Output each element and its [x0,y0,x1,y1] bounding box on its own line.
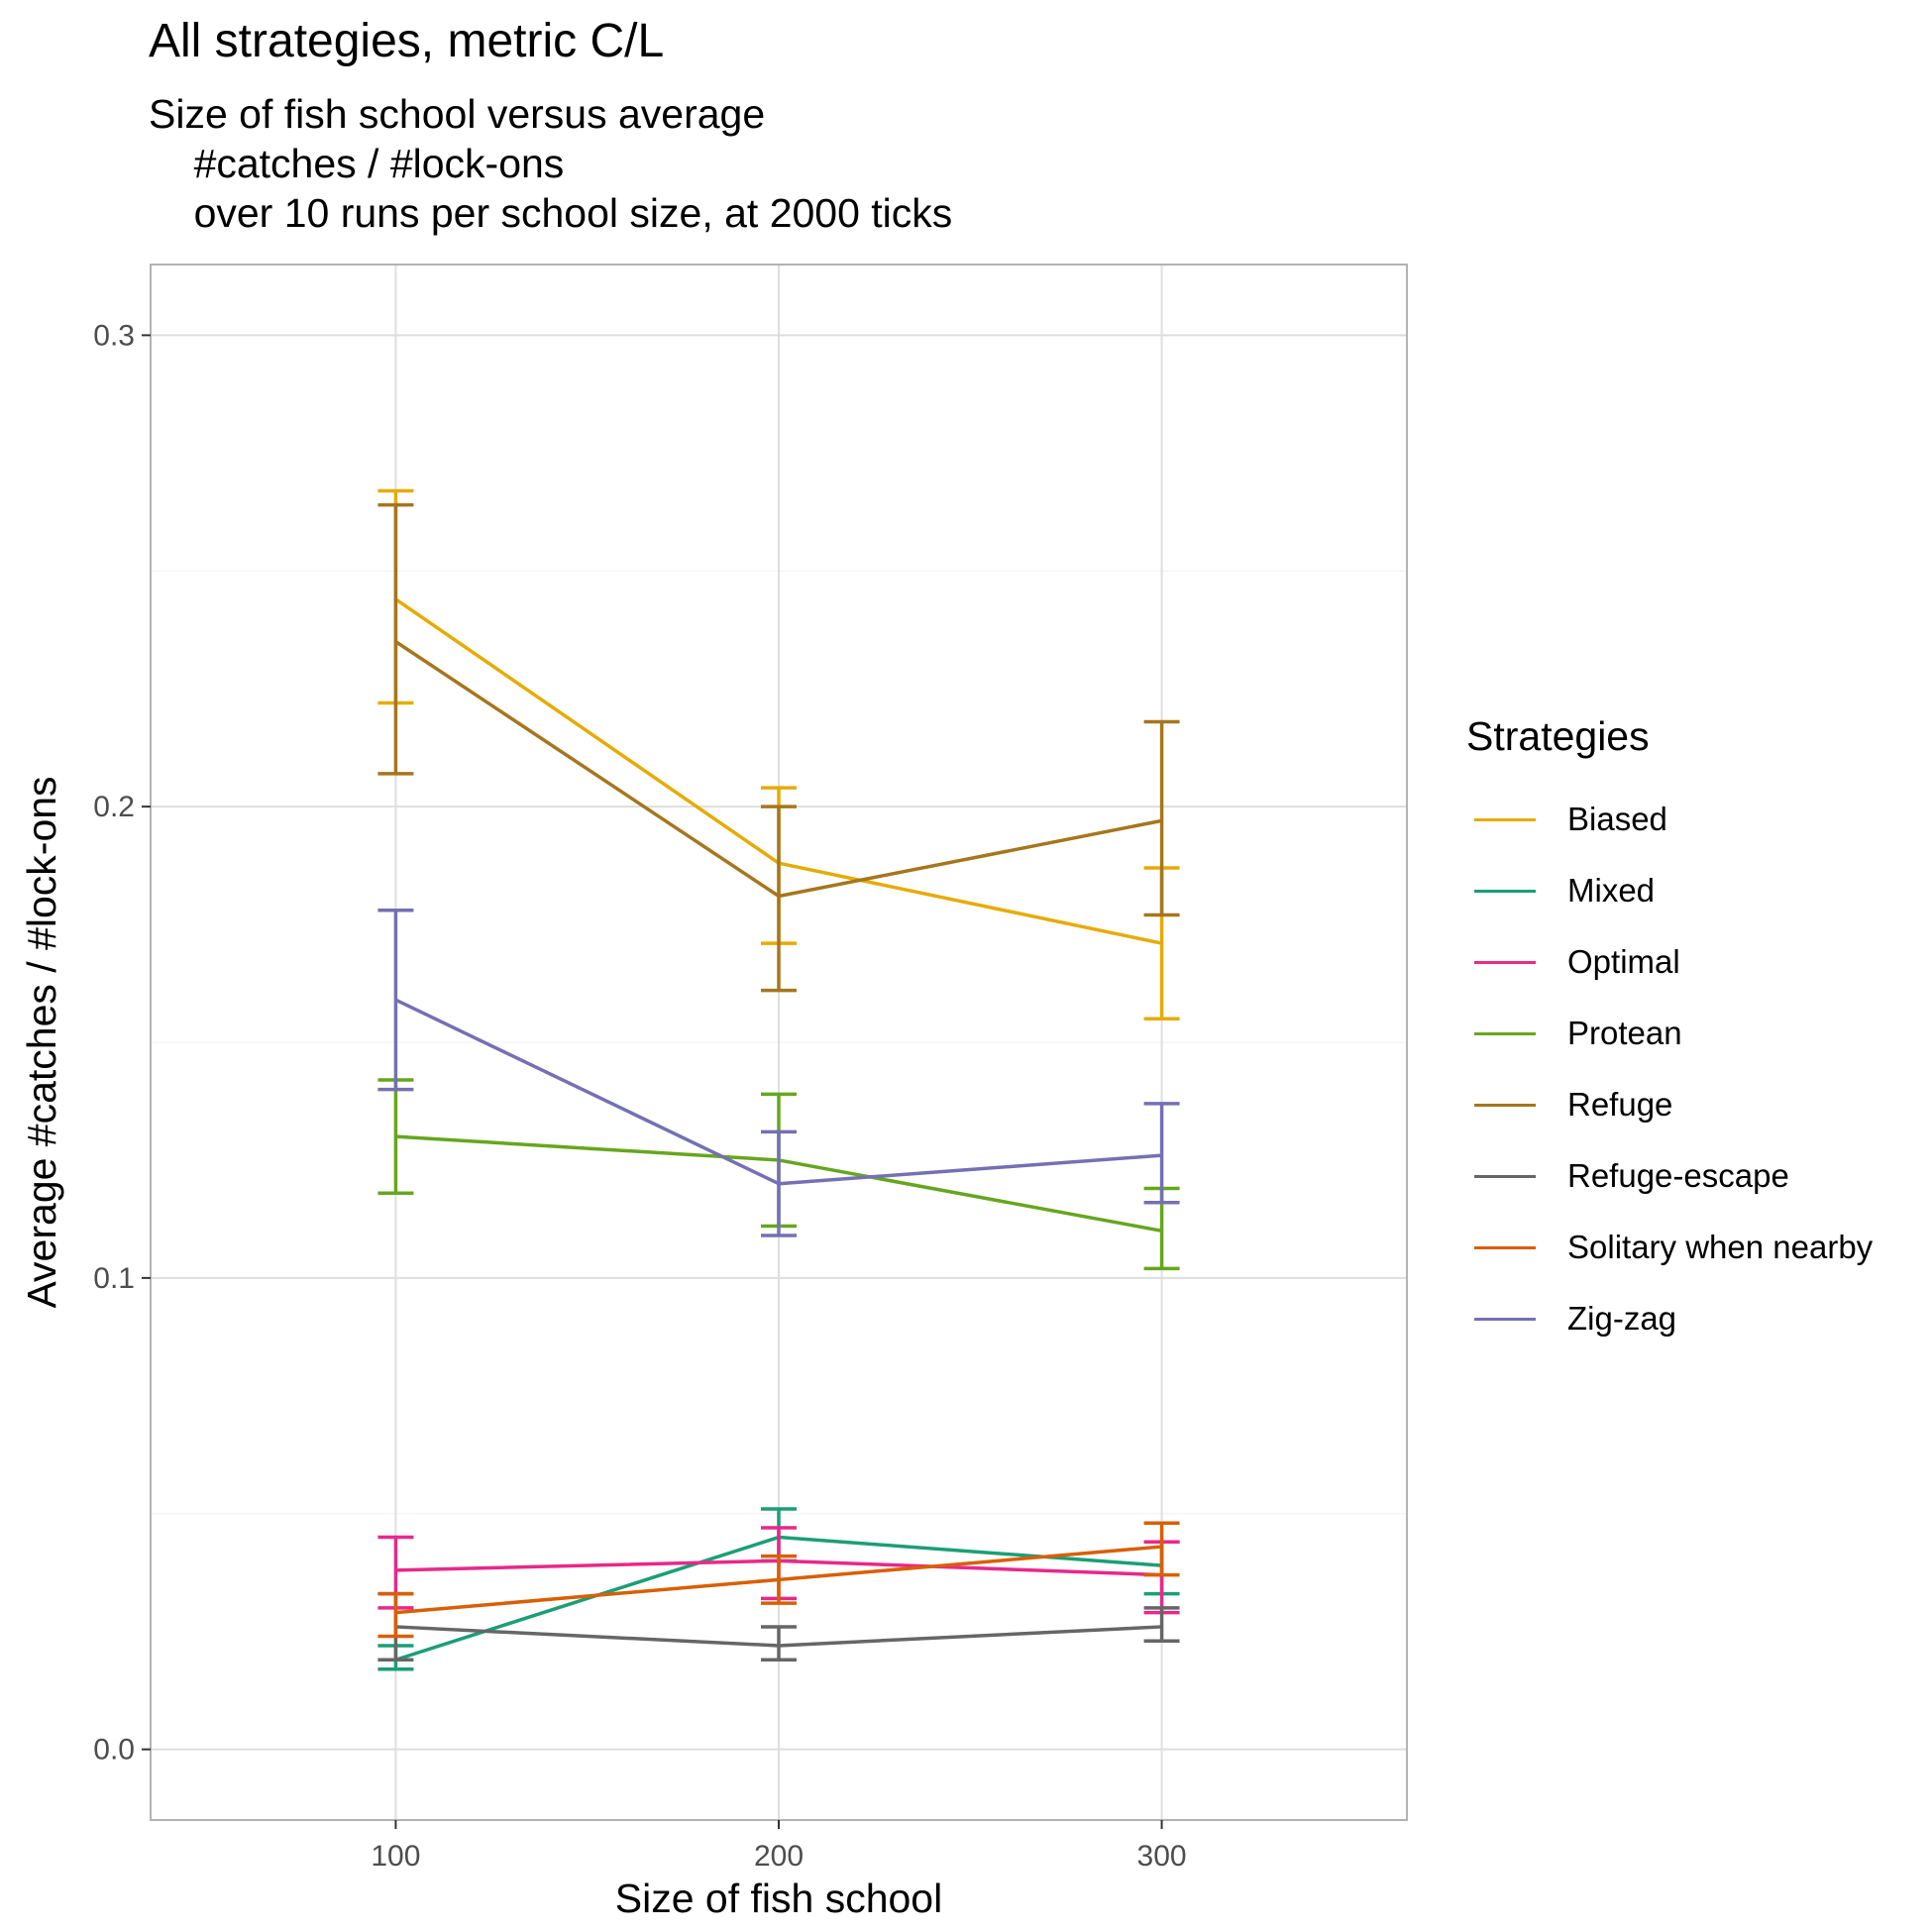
legend-label: Refuge-escape [1567,1157,1789,1194]
series-zig-zag [377,909,1180,1237]
legend-label: Mixed [1567,872,1656,909]
series-solitary-when-nearby [377,1521,1180,1639]
legend-key [1474,1031,1536,1035]
series-line [394,640,1162,899]
y-tick-label: 0.3 [93,319,135,352]
legend-item-refuge-escape: Refuge-escape [1466,1140,1873,1212]
series-line [395,1545,1162,1615]
legend-key [1474,960,1536,964]
legend: Strategies Biased Mixed Optimal Protean Refu… [1466,713,1873,1354]
series-line [395,1625,1162,1648]
legend-item-optimal: Optimal [1466,926,1873,998]
legend-item-refuge: Refuge [1466,1069,1873,1140]
legend-item-solitary-when-nearby: Solitary when nearby [1466,1212,1873,1283]
chart-title: All strategies, metric C/L [149,15,665,67]
legend-label: Biased [1567,801,1667,837]
legend-key [1474,1103,1536,1107]
y-tick-label: 0.2 [93,791,135,823]
x-tick-label: 200 [754,1840,804,1873]
legend-key [1474,889,1536,893]
x-axis-title: Size of fish school [615,1876,942,1921]
x-tick-label: 300 [1137,1840,1187,1873]
series-line [394,998,1162,1186]
y-tick-label: 0.1 [93,1262,135,1295]
series-refuge [377,502,1180,993]
legend-label: Optimal [1567,943,1680,980]
legend-items: Biased Mixed Optimal Protean Refuge Refuge-es… [1466,784,1873,1354]
legend-label: Refuge [1567,1086,1673,1123]
legend-key [1474,817,1536,821]
legend-key [1474,1174,1536,1178]
legend-label: Solitary when nearby [1567,1229,1874,1265]
axis-ticks: 0.0 0.1 0.2 0.3 100 200 300 [93,319,1186,1873]
legend-key [1474,1317,1536,1321]
legend-item-protean: Protean [1466,998,1873,1069]
legend-label: Protean [1567,1015,1682,1051]
legend-title: Strategies [1466,713,1650,759]
legend-label: Zig-zag [1567,1300,1677,1337]
legend-key [1474,1245,1536,1249]
y-tick-label: 0.0 [93,1734,135,1767]
series-refuge-escape [377,1591,1180,1662]
legend-item-mixed: Mixed [1466,855,1873,926]
y-axis-title: Average #catches / #lock-ons [19,776,64,1308]
legend-item-biased: Biased [1466,784,1873,855]
legend-item-zig-zag: Zig-zag [1466,1283,1873,1354]
x-tick-label: 100 [371,1840,420,1873]
series-layer [377,488,1180,1671]
chart-subtitle: Size of fish school versus average #catc… [149,91,953,236]
